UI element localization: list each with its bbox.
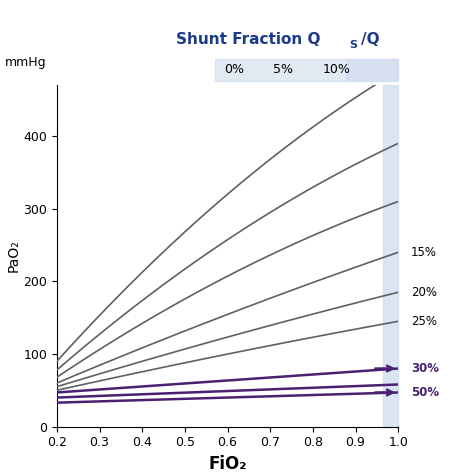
- Text: 50%: 50%: [411, 386, 439, 399]
- Text: S: S: [349, 40, 357, 50]
- Text: 10%: 10%: [322, 64, 350, 76]
- Text: 30%: 30%: [411, 362, 439, 375]
- Text: Shunt Fraction Q: Shunt Fraction Q: [176, 32, 321, 47]
- Bar: [383, 85, 398, 427]
- X-axis label: FiO₂: FiO₂: [208, 455, 247, 473]
- Text: 15%: 15%: [411, 246, 437, 259]
- Text: 25%: 25%: [411, 315, 437, 328]
- Text: mmHg: mmHg: [5, 56, 46, 69]
- Text: 0%: 0%: [224, 64, 244, 76]
- Text: 5%: 5%: [273, 64, 293, 76]
- Text: 20%: 20%: [411, 286, 437, 299]
- Y-axis label: PaO₂: PaO₂: [7, 239, 20, 273]
- Text: /Q: /Q: [361, 32, 380, 47]
